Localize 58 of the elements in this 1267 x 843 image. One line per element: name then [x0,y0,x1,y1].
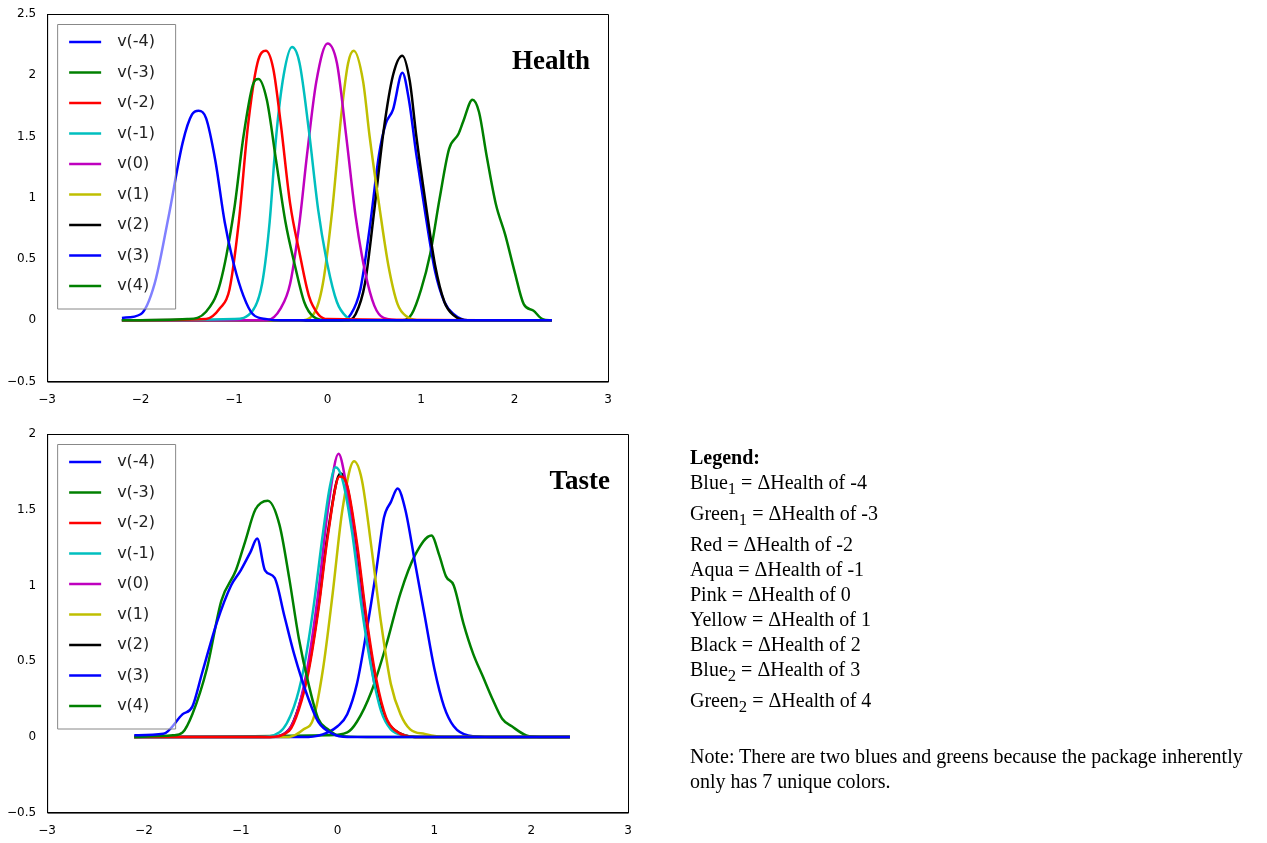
legend-label: v(-4) [117,31,156,51]
legend-label: v(-4) [117,451,156,471]
y-tick-label: 0 [28,729,37,744]
y-tick-label: −0.5 [7,804,37,819]
y-tick-label: 2 [28,426,37,441]
text: Green$_{2}$ = ΔHealth of 4 [690,688,873,718]
y-tick-label: 0 [28,312,37,327]
text: Legend: [690,445,761,470]
x-tick-label: 2 [527,822,536,837]
text: Yellow = ΔHealth of 1 [690,607,872,632]
legend-label: v(-3) [117,61,156,81]
x-tick-label: 0 [323,391,332,406]
x-tick-label: 1 [417,391,425,406]
legend-label: v(2) [117,214,150,234]
x-tick-label: −3 [38,391,56,406]
legend-label: v(4) [117,695,150,715]
x-tick-label: −3 [38,822,56,837]
text: Blue$_{1}$ = ΔHealth of -4 [690,470,868,500]
legend-label: v(-2) [117,512,156,532]
y-tick-label: 2.5 [17,6,37,21]
legend-label: v(0) [117,573,150,593]
text: Taste [549,465,611,496]
y-tick-label: 0.5 [17,653,37,668]
legend-label: v(4) [117,275,150,295]
y-tick-label: 1.5 [17,501,37,516]
legend-label: v(0) [117,153,150,173]
x-tick-label: 0 [333,822,342,837]
x-tick-label: −1 [231,822,250,837]
text: Pink = ΔHealth of 0 [690,582,852,607]
legend-label: v(1) [117,183,150,203]
y-tick-label: 0.5 [17,251,37,266]
y-tick-label: 1.5 [17,128,37,143]
y-tick-label: 2 [28,67,37,82]
text: Black = ΔHealth of 2 [690,632,862,657]
legend-label: v(3) [117,664,150,684]
text: Health [512,45,590,76]
x-tick-label: 2 [510,391,519,406]
legend-label: v(-1) [117,122,156,142]
x-tick-label: −2 [131,391,150,406]
x-tick-label: 3 [624,822,632,837]
legend-label: v(2) [117,634,150,654]
y-tick-label: −0.5 [7,373,37,388]
text: Note: There are two blues and greens because the package inherently only has 7 unique colors. [690,744,1244,794]
x-tick-label: −1 [225,391,243,406]
x-tick-label: 1 [430,822,439,837]
text: Red = ΔHealth of -2 [690,532,854,557]
x-tick-label: 3 [604,391,612,406]
y-tick-label: 1 [28,577,37,592]
x-tick-label: −2 [135,822,153,837]
legend-label: v(-1) [117,542,156,562]
text: Green$_{1}$ = ΔHealth of -3 [690,501,879,531]
text: Blue$_{2}$ = ΔHealth of 3 [690,657,862,687]
text: Aqua = ΔHealth of -1 [690,557,866,582]
legend-label: v(-3) [117,481,156,501]
y-tick-label: 1 [28,189,37,204]
legend-label: v(3) [117,244,150,264]
legend-label: v(1) [117,603,150,623]
legend-label: v(-2) [117,92,156,112]
